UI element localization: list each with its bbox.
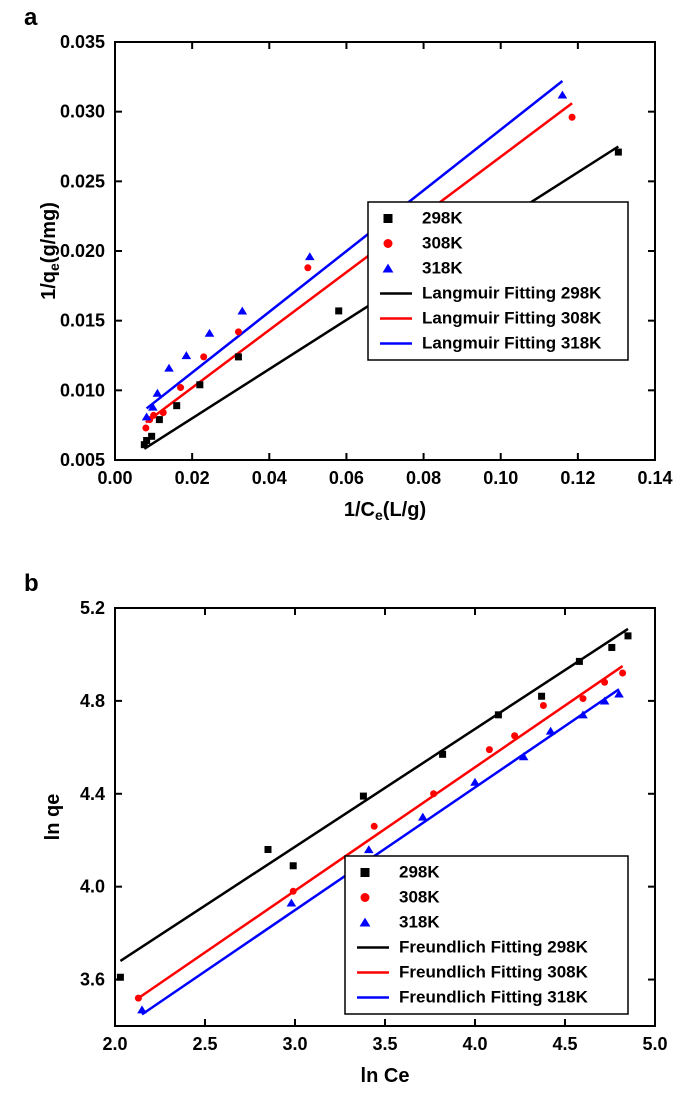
svg-text:ln qe: ln qe (42, 794, 64, 841)
svg-text:5.2: 5.2 (80, 598, 105, 618)
svg-text:1/qe(g/mg): 1/qe(g/mg) (38, 202, 62, 300)
svg-text:0.02: 0.02 (175, 468, 210, 488)
svg-text:0.030: 0.030 (60, 102, 105, 122)
svg-text:318K: 318K (399, 913, 440, 932)
panel-b-label: b (24, 570, 39, 598)
svg-text:308K: 308K (422, 234, 463, 253)
svg-text:Freundlich Fitting 308K: Freundlich Fitting 308K (399, 963, 589, 982)
svg-text:Langmuir Fitting 298K: Langmuir Fitting 298K (422, 284, 602, 303)
svg-text:0.00: 0.00 (97, 468, 132, 488)
svg-text:318K: 318K (422, 259, 463, 278)
svg-text:298K: 298K (422, 209, 463, 228)
svg-text:0.10: 0.10 (483, 468, 518, 488)
panel-a: 0.00 0.02 0.04 0.06 0.08 0.10 0.12 0.14 0.005 0.0… (0, 30, 685, 540)
svg-text:Langmuir Fitting 318K: Langmuir Fitting 318K (422, 334, 602, 353)
svg-text:1/Ce(L/g): 1/Ce(L/g) (344, 499, 426, 523)
svg-text:0.020: 0.020 (60, 241, 105, 261)
svg-text:4.0: 4.0 (462, 1034, 487, 1054)
svg-text:3.0: 3.0 (282, 1034, 307, 1054)
svg-text:3.6: 3.6 (80, 970, 105, 990)
panel-a-svg: 0.00 0.02 0.04 0.06 0.08 0.10 0.12 0.14 0.005 0.0… (0, 30, 685, 540)
svg-text:4.0: 4.0 (80, 877, 105, 897)
svg-text:0.015: 0.015 (60, 311, 105, 331)
svg-text:0.14: 0.14 (637, 468, 672, 488)
panel-a-label: a (24, 4, 37, 32)
svg-text:0.005: 0.005 (60, 450, 105, 470)
svg-text:0.04: 0.04 (252, 468, 287, 488)
svg-text:308K: 308K (399, 888, 440, 907)
svg-text:298K: 298K (399, 863, 440, 882)
svg-text:2.0: 2.0 (102, 1034, 127, 1054)
svg-text:Freundlich Fitting 318K: Freundlich Fitting 318K (399, 988, 589, 1007)
svg-text:Langmuir Fitting 308K: Langmuir Fitting 308K (422, 309, 602, 328)
svg-text:0.025: 0.025 (60, 171, 105, 191)
svg-text:4.8: 4.8 (80, 691, 105, 711)
svg-text:4.5: 4.5 (552, 1034, 577, 1054)
svg-text:2.5: 2.5 (192, 1034, 217, 1054)
svg-text:0.06: 0.06 (329, 468, 364, 488)
svg-text:Freundlich Fitting 298K: Freundlich Fitting 298K (399, 938, 589, 957)
svg-text:5.0: 5.0 (642, 1034, 667, 1054)
panel-b-svg: 2.0 2.5 3.0 3.5 4.0 4.5 5.0 3.6 4.0 4.4 4.8 5.2 ln C… (0, 596, 685, 1106)
svg-text:ln Ce: ln Ce (361, 1065, 410, 1087)
figure-container: a 0.000.020.040.060.080.100.120.140.0050… (0, 0, 685, 1117)
svg-text:4.4: 4.4 (80, 784, 105, 804)
svg-text:0.08: 0.08 (406, 468, 441, 488)
panel-b: 2.0 2.5 3.0 3.5 4.0 4.5 5.0 3.6 4.0 4.4 4.8 5.2 ln C… (0, 596, 685, 1106)
svg-text:0.010: 0.010 (60, 380, 105, 400)
svg-text:3.5: 3.5 (372, 1034, 397, 1054)
svg-text:0.12: 0.12 (560, 468, 595, 488)
svg-text:0.035: 0.035 (60, 32, 105, 52)
